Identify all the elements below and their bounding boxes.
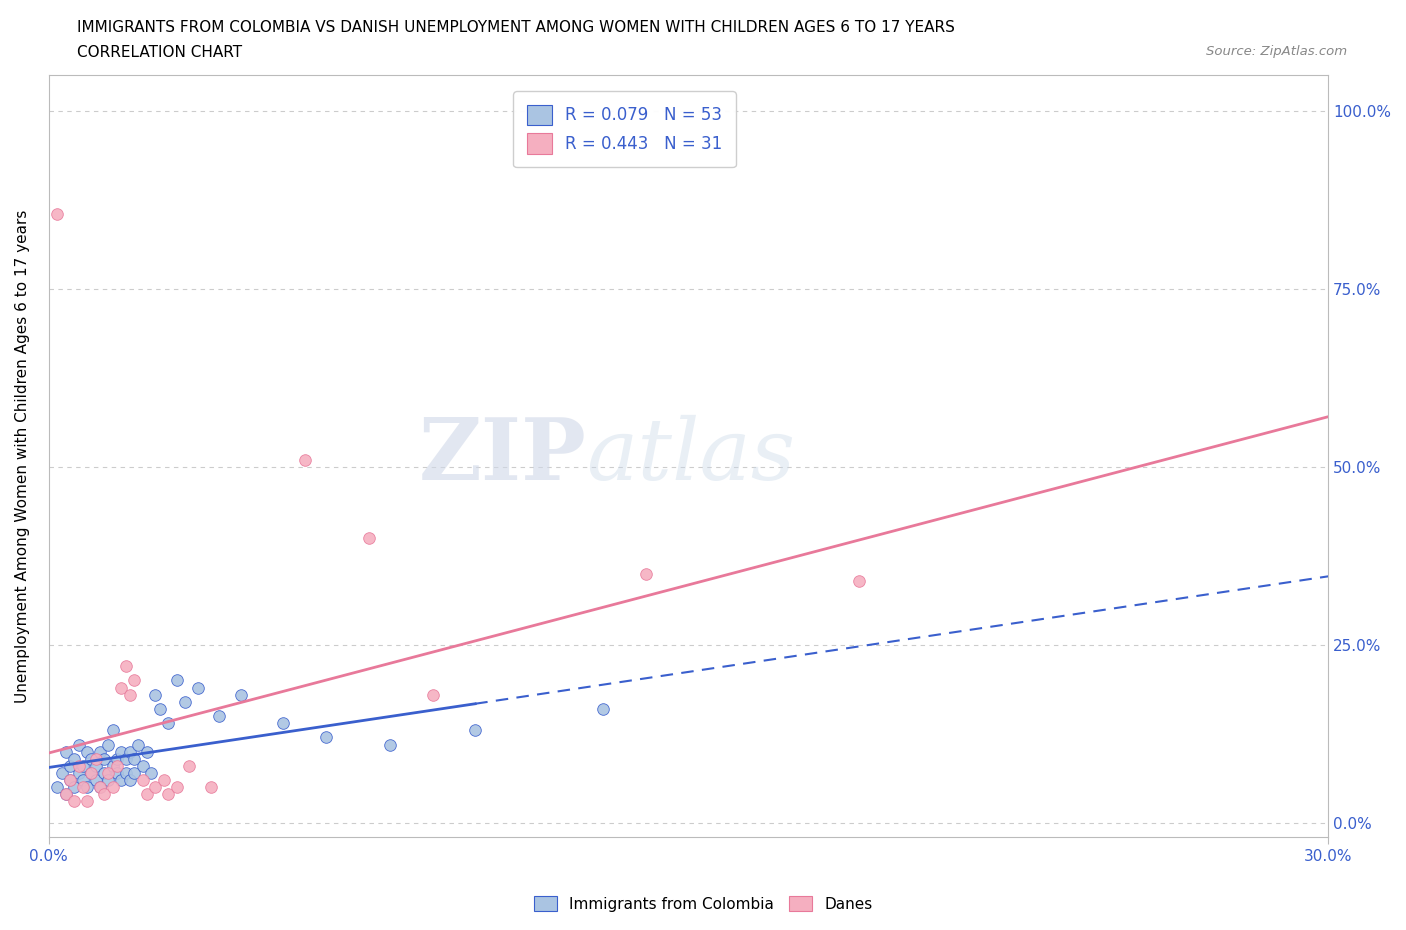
Y-axis label: Unemployment Among Women with Children Ages 6 to 17 years: Unemployment Among Women with Children A… <box>15 209 30 703</box>
Point <box>127 737 149 752</box>
Point <box>135 744 157 759</box>
Point <box>157 716 180 731</box>
Point <box>76 779 98 794</box>
Point <box>97 773 120 788</box>
Point <box>422 687 444 702</box>
Point <box>271 716 294 731</box>
Point <box>122 673 145 688</box>
Point <box>89 779 111 794</box>
Point <box>84 751 107 766</box>
Point <box>105 765 128 780</box>
Point <box>592 701 614 716</box>
Point <box>118 773 141 788</box>
Point <box>80 765 103 780</box>
Point <box>55 744 77 759</box>
Point <box>114 751 136 766</box>
Point <box>93 751 115 766</box>
Point <box>59 773 82 788</box>
Point <box>89 779 111 794</box>
Point <box>145 779 167 794</box>
Point <box>55 787 77 802</box>
Point <box>89 744 111 759</box>
Point <box>114 765 136 780</box>
Point <box>200 779 222 794</box>
Point <box>59 773 82 788</box>
Point <box>118 744 141 759</box>
Text: Source: ZipAtlas.com: Source: ZipAtlas.com <box>1206 45 1347 58</box>
Point <box>105 751 128 766</box>
Point <box>848 574 870 589</box>
Point <box>59 759 82 774</box>
Point <box>157 787 180 802</box>
Point <box>101 723 124 737</box>
Point <box>208 709 231 724</box>
Point <box>166 779 188 794</box>
Point <box>101 759 124 774</box>
Point <box>72 779 94 794</box>
Point <box>315 730 337 745</box>
Text: atlas: atlas <box>586 415 796 498</box>
Point <box>63 779 86 794</box>
Point <box>55 787 77 802</box>
Point <box>46 779 69 794</box>
Point <box>76 794 98 809</box>
Point <box>63 794 86 809</box>
Point <box>378 737 401 752</box>
Legend: R = 0.079   N = 53, R = 0.443   N = 31: R = 0.079 N = 53, R = 0.443 N = 31 <box>513 91 735 167</box>
Point <box>67 737 90 752</box>
Text: CORRELATION CHART: CORRELATION CHART <box>77 45 242 60</box>
Point <box>131 773 153 788</box>
Point <box>51 765 73 780</box>
Legend: Immigrants from Colombia, Danes: Immigrants from Colombia, Danes <box>527 889 879 918</box>
Point <box>105 759 128 774</box>
Point <box>80 765 103 780</box>
Point <box>187 680 209 695</box>
Point <box>63 751 86 766</box>
Point <box>110 744 132 759</box>
Point <box>166 673 188 688</box>
Point <box>122 765 145 780</box>
Point <box>110 680 132 695</box>
Point <box>118 687 141 702</box>
Point <box>464 723 486 737</box>
Point <box>72 759 94 774</box>
Point <box>149 701 172 716</box>
Point <box>122 751 145 766</box>
Point <box>84 759 107 774</box>
Point <box>67 765 90 780</box>
Point <box>97 765 120 780</box>
Text: ZIP: ZIP <box>419 414 586 498</box>
Point <box>229 687 252 702</box>
Point <box>114 658 136 673</box>
Point <box>97 737 120 752</box>
Point <box>179 759 201 774</box>
Point <box>93 787 115 802</box>
Text: IMMIGRANTS FROM COLOMBIA VS DANISH UNEMPLOYMENT AMONG WOMEN WITH CHILDREN AGES 6: IMMIGRANTS FROM COLOMBIA VS DANISH UNEMP… <box>77 20 955 35</box>
Point <box>101 779 124 794</box>
Point <box>84 773 107 788</box>
Point <box>135 787 157 802</box>
Point <box>145 687 167 702</box>
Point <box>46 206 69 221</box>
Point <box>294 452 316 467</box>
Point <box>72 773 94 788</box>
Point <box>93 765 115 780</box>
Point <box>139 765 162 780</box>
Point <box>357 531 380 546</box>
Point <box>110 773 132 788</box>
Point <box>153 773 176 788</box>
Point <box>80 751 103 766</box>
Point <box>131 759 153 774</box>
Point <box>174 695 197 710</box>
Point <box>76 744 98 759</box>
Point <box>634 566 657 581</box>
Point <box>67 759 90 774</box>
